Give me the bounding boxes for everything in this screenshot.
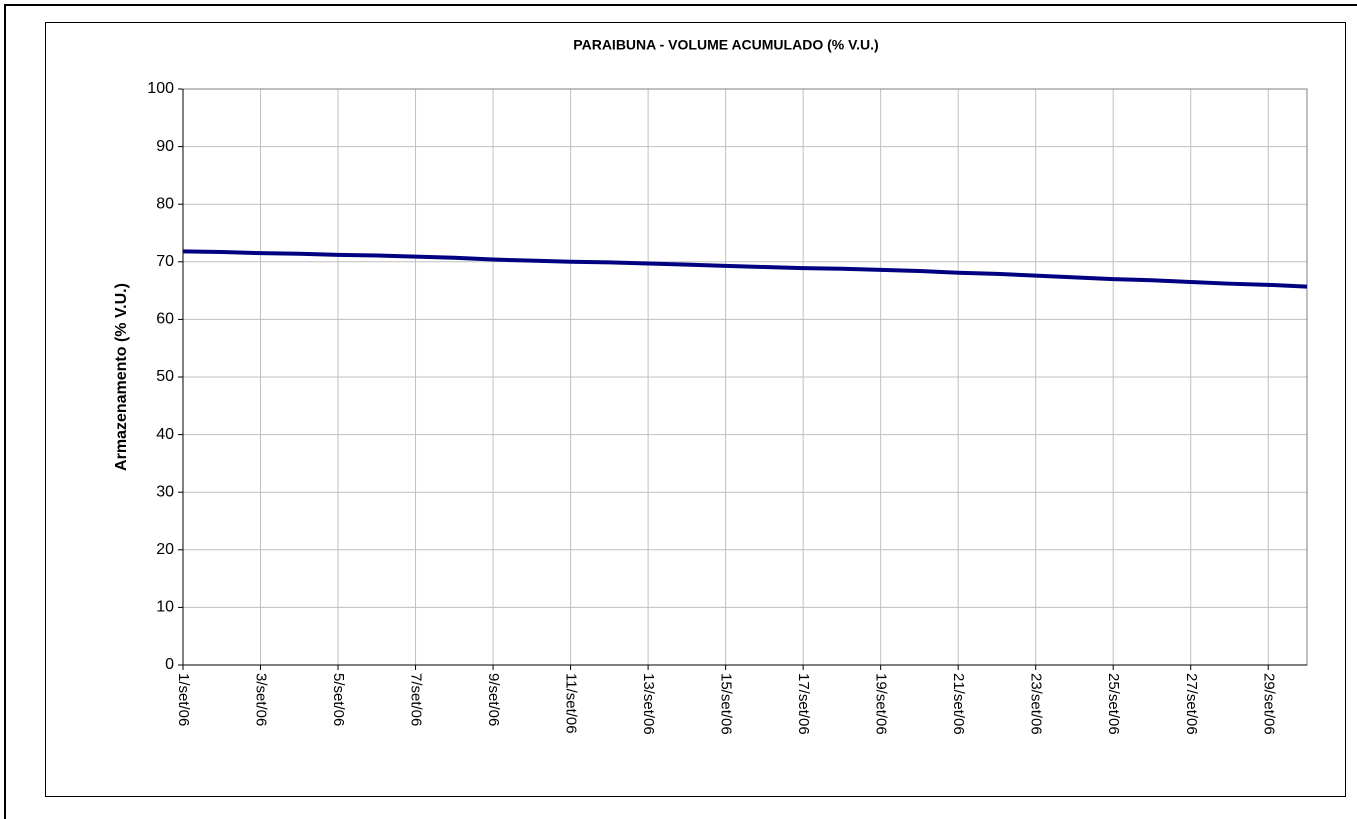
chart-title: PARAIBUNA - VOLUME ACUMULADO (% V.U.): [573, 37, 878, 53]
y-tick-label: 40: [156, 426, 174, 443]
y-tick-label: 0: [165, 656, 174, 673]
y-axis-label: Armazenamento (% V.U.): [113, 283, 130, 471]
series-line: [182, 249, 1308, 289]
x-tick-label: 1/set/06: [175, 673, 192, 726]
y-tick-label: 90: [156, 138, 174, 155]
y-tick-label: 10: [156, 599, 174, 616]
y-tick-label: 50: [156, 368, 174, 385]
x-tick-label: 7/set/06: [408, 673, 425, 726]
x-tick-label: 11/set/06: [563, 673, 580, 734]
x-tick-label: 25/set/06: [1105, 673, 1122, 735]
x-tick-label: 17/set/06: [795, 673, 812, 735]
frame-left: [4, 4, 6, 819]
x-tick-label: 21/set/06: [950, 673, 967, 735]
x-tick-label: 29/set/06: [1260, 673, 1277, 735]
x-tick-label: 3/set/06: [253, 673, 270, 726]
x-tick-label: 5/set/06: [330, 673, 347, 726]
y-tick-label: 70: [156, 253, 174, 270]
x-tick-label: 15/set/06: [718, 673, 735, 735]
frame-top: [4, 4, 1357, 6]
x-tick-label: 19/set/06: [873, 673, 890, 735]
y-tick-label: 60: [156, 311, 174, 328]
x-tick-label: 13/set/06: [640, 673, 657, 735]
x-tick-label: 9/set/06: [485, 673, 502, 726]
y-tick-label: 30: [156, 483, 174, 500]
y-tick-label: 80: [156, 195, 174, 212]
y-tick-label: 20: [156, 541, 174, 558]
y-tick-label: 100: [147, 80, 174, 97]
x-tick-label: 27/set/06: [1183, 673, 1200, 735]
chart-area: [45, 22, 1346, 797]
x-tick-label: 23/set/06: [1028, 673, 1045, 735]
